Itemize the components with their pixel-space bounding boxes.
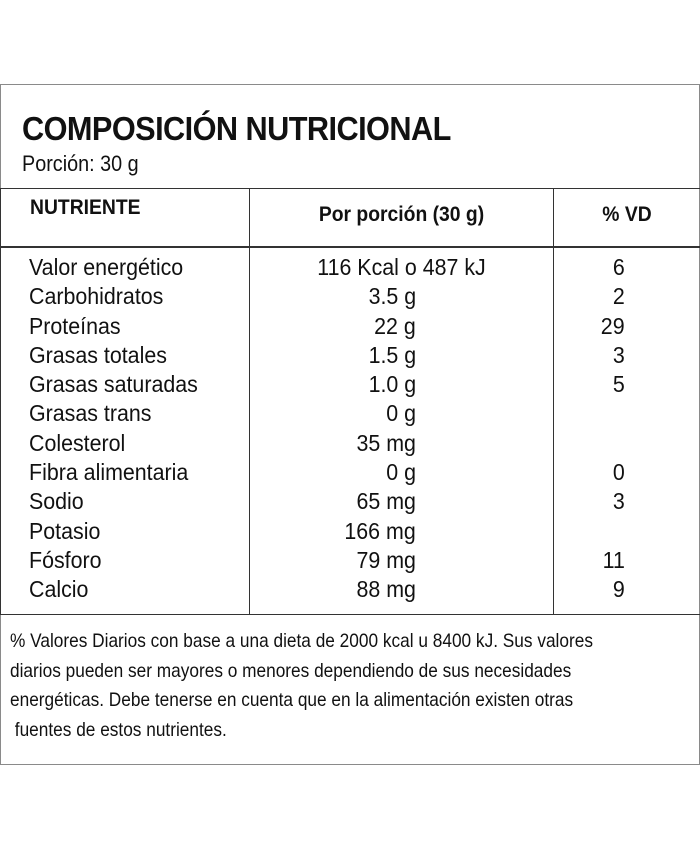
table-row: Potasio 166 mg <box>0 517 700 546</box>
nutrient-amount: 88 mg <box>356 576 416 603</box>
nutrient-amount: 1.5 g <box>368 341 416 368</box>
nutrient-amount: 22 g <box>374 312 416 339</box>
header-daily-value: % VD <box>602 203 652 226</box>
nutrient-name: Carbohidratos <box>29 283 164 310</box>
nutrient-amount: 0 g <box>386 459 416 486</box>
nutrient-amount: 79 mg <box>356 546 416 573</box>
nutrient-name: Valor energético <box>29 254 184 280</box>
table-top-border <box>0 188 700 189</box>
table-row: Grasas trans 0 g <box>0 399 700 428</box>
nutrient-dv: 3 <box>613 341 625 368</box>
nutrient-amount: 1.0 g <box>368 371 416 398</box>
table-row: Fósforo 79 mg 11 <box>0 546 700 575</box>
nutrient-name: Calcio <box>29 576 89 603</box>
nutrient-dv: 2 <box>613 283 625 310</box>
nutrient-name: Potasio <box>29 517 101 544</box>
nutrient-dv: 9 <box>613 576 625 603</box>
nutrient-amount: 166 mg <box>344 517 416 544</box>
daily-value-footnote: % Valores Diarios con base a una dieta d… <box>10 627 621 745</box>
table-row: Grasas saturadas 1.0 g 5 <box>0 370 700 399</box>
header-nutrient: NUTRIENTE <box>30 196 141 219</box>
column-divider-2 <box>553 188 554 615</box>
nutrient-dv: 29 <box>601 312 625 339</box>
nutrient-amount: 0 g <box>386 400 416 427</box>
nutrient-dv: 6 <box>613 254 625 280</box>
header-bottom-border <box>0 246 700 248</box>
footnote-line: diarios pueden ser mayores o menores dep… <box>10 659 572 682</box>
nutrient-amount: 65 mg <box>356 488 416 515</box>
portion-size: Porción: 30 g <box>22 151 139 176</box>
nutrient-name: Grasas saturadas <box>29 371 198 398</box>
nutrient-rows: Valor energético 116 Kcal o 487 kJ 6 Car… <box>0 253 700 605</box>
nutrient-dv: 11 <box>602 546 625 573</box>
nutrient-name: Colesterol <box>29 429 126 456</box>
footnote-line: energéticas. Debe tenerse en cuenta que … <box>10 689 574 711</box>
table-left-border <box>0 188 1 615</box>
nutrient-amount: 35 mg <box>356 429 416 456</box>
table-row: Colesterol 35 mg <box>0 429 700 458</box>
table-row: Fibra alimentaria 0 g 0 <box>0 458 700 487</box>
column-divider-1 <box>249 188 250 615</box>
nutrient-name: Sodio <box>29 488 84 515</box>
nutrient-name: Fósforo <box>29 546 102 573</box>
nutrition-label <box>0 84 700 765</box>
table-row: Sodio 65 mg 3 <box>0 487 700 516</box>
header-per-portion: Por porción (30 g) <box>318 203 485 226</box>
nutrient-name: Fibra alimentaria <box>29 459 189 486</box>
nutrient-amount: 116 Kcal o 487 kJ <box>317 254 486 280</box>
table-bottom-border <box>0 614 700 615</box>
table-row: Carbohidratos 3.5 g 2 <box>0 282 700 311</box>
nutrient-dv: 5 <box>613 371 625 398</box>
nutrient-dv: 0 <box>613 459 625 486</box>
nutrient-name: Grasas totales <box>29 341 167 368</box>
nutrient-dv: 3 <box>613 488 625 515</box>
nutrient-name: Grasas trans <box>29 400 152 427</box>
table-row: Valor energético 116 Kcal o 487 kJ 6 <box>0 253 700 282</box>
nutrient-name: Proteínas <box>29 312 121 339</box>
table-row: Proteínas 22 g 29 <box>0 312 700 341</box>
footnote-line: % Valores Diarios con base a una dieta d… <box>10 630 593 652</box>
footnote-line: fuentes de estos nutrientes. <box>10 718 227 741</box>
table-row: Grasas totales 1.5 g 3 <box>0 341 700 370</box>
label-title: COMPOSICIÓN NUTRICIONAL <box>22 110 451 147</box>
nutrient-amount: 3.5 g <box>368 283 416 310</box>
table-row: Calcio 88 mg 9 <box>0 575 700 604</box>
